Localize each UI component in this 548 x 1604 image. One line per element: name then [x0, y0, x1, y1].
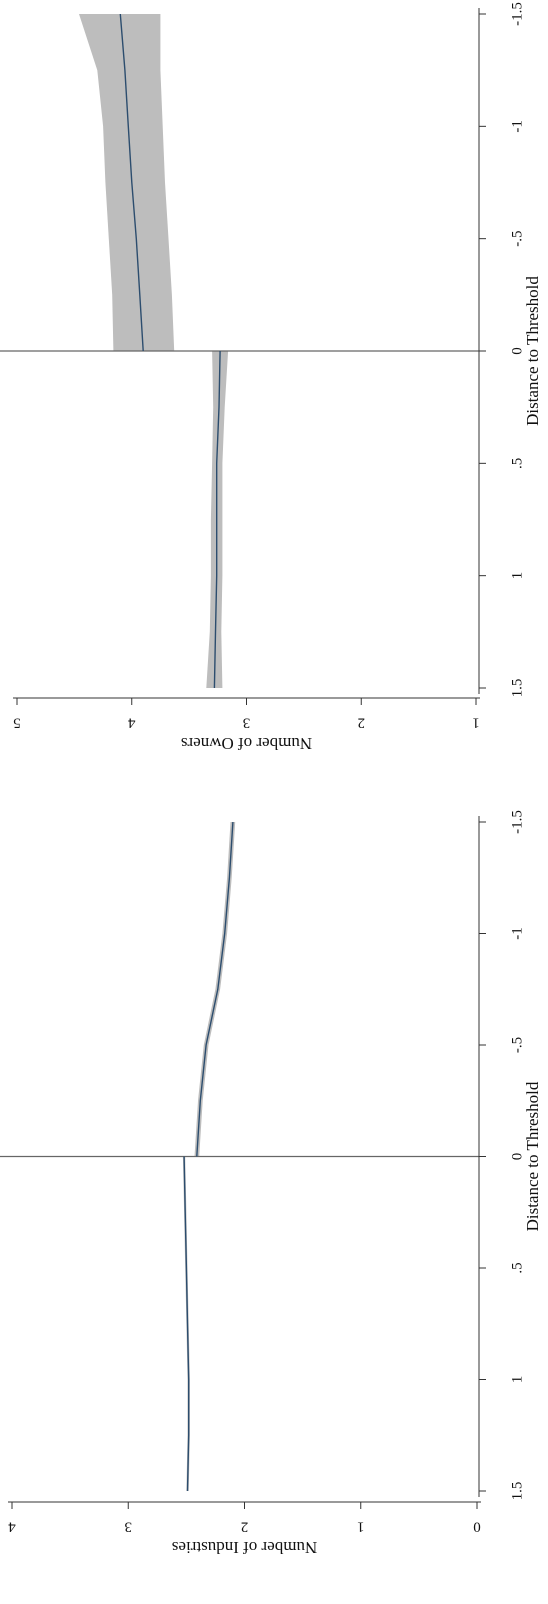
fit-line-left [196, 821, 234, 1157]
y-tick-label: 4 [128, 715, 136, 731]
y-tick-label: 4 [8, 1519, 16, 1535]
fit-line-right [213, 350, 221, 689]
x-tick-label: 1.5 [509, 1482, 525, 1501]
x-tick-label: -.5 [509, 231, 525, 247]
y-tick-label: 1 [357, 1519, 365, 1535]
y-tick-label: 1 [472, 715, 480, 731]
x-tick-label: 1 [509, 1376, 525, 1384]
x-tick-label: 0 [509, 347, 525, 355]
owners-panel: -1.5 -1 -.5 0 .5 1 1.5 Distance to Threshold 1 2 3… [0, 2, 542, 753]
x-axis-title: Distance to Threshold [523, 276, 542, 426]
ci-band-left [79, 14, 175, 351]
x-tick-label: 0 [509, 1153, 525, 1161]
fit-line-left [119, 13, 144, 352]
y-tick-label: 2 [358, 715, 366, 731]
fit-line-right [183, 1156, 190, 1492]
x-tick-label: -1.5 [509, 810, 525, 834]
x-tick-label: 1 [509, 572, 525, 580]
y-tick-label: 3 [243, 715, 251, 731]
x-tick-label: .5 [509, 1262, 525, 1273]
x-tick-label: -.5 [509, 1037, 525, 1053]
x-tick-label: -1 [509, 927, 525, 940]
y-axis-title: Number of Owners [181, 734, 312, 753]
ci-band-left [194, 822, 236, 1157]
y-tick-label: 2 [241, 1519, 249, 1535]
x-tick-label: -1.5 [509, 2, 525, 26]
y-axis-title: Number of Industries [172, 1538, 317, 1557]
y-tick-label: 3 [125, 1519, 133, 1535]
x-axis-title: Distance to Threshold [523, 1081, 542, 1231]
y-tick-label: 0 [473, 1519, 481, 1535]
x-tick-label: -1 [509, 120, 525, 133]
x-tick-label: 1.5 [509, 679, 525, 698]
y-tick-label: 5 [13, 715, 21, 731]
x-tick-label: .5 [509, 458, 525, 469]
